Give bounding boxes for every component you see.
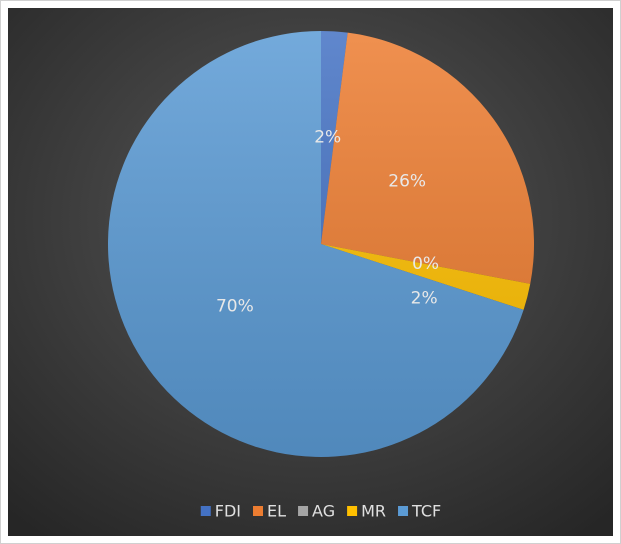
legend-label: AG (312, 502, 335, 521)
legend-swatch (398, 506, 409, 516)
legend-label: MR (361, 502, 386, 521)
data-label: 70% (216, 297, 254, 317)
data-label: 2% (411, 288, 438, 308)
legend-label: EL (267, 502, 286, 521)
legend: FDI EL AG MR TCF (200, 502, 441, 521)
data-label: 0% (412, 254, 439, 274)
legend-swatch (200, 506, 211, 516)
legend-swatch (298, 506, 309, 516)
data-labels: 2% 26% 0% 2% 70% (216, 128, 439, 317)
legend-swatch (253, 506, 264, 516)
data-label: 2% (314, 128, 341, 148)
data-label: 26% (388, 171, 426, 191)
legend-label: FDI (215, 502, 241, 521)
pie (107, 31, 534, 458)
legend-swatch (347, 506, 358, 516)
legend-label: TCF (411, 502, 441, 521)
